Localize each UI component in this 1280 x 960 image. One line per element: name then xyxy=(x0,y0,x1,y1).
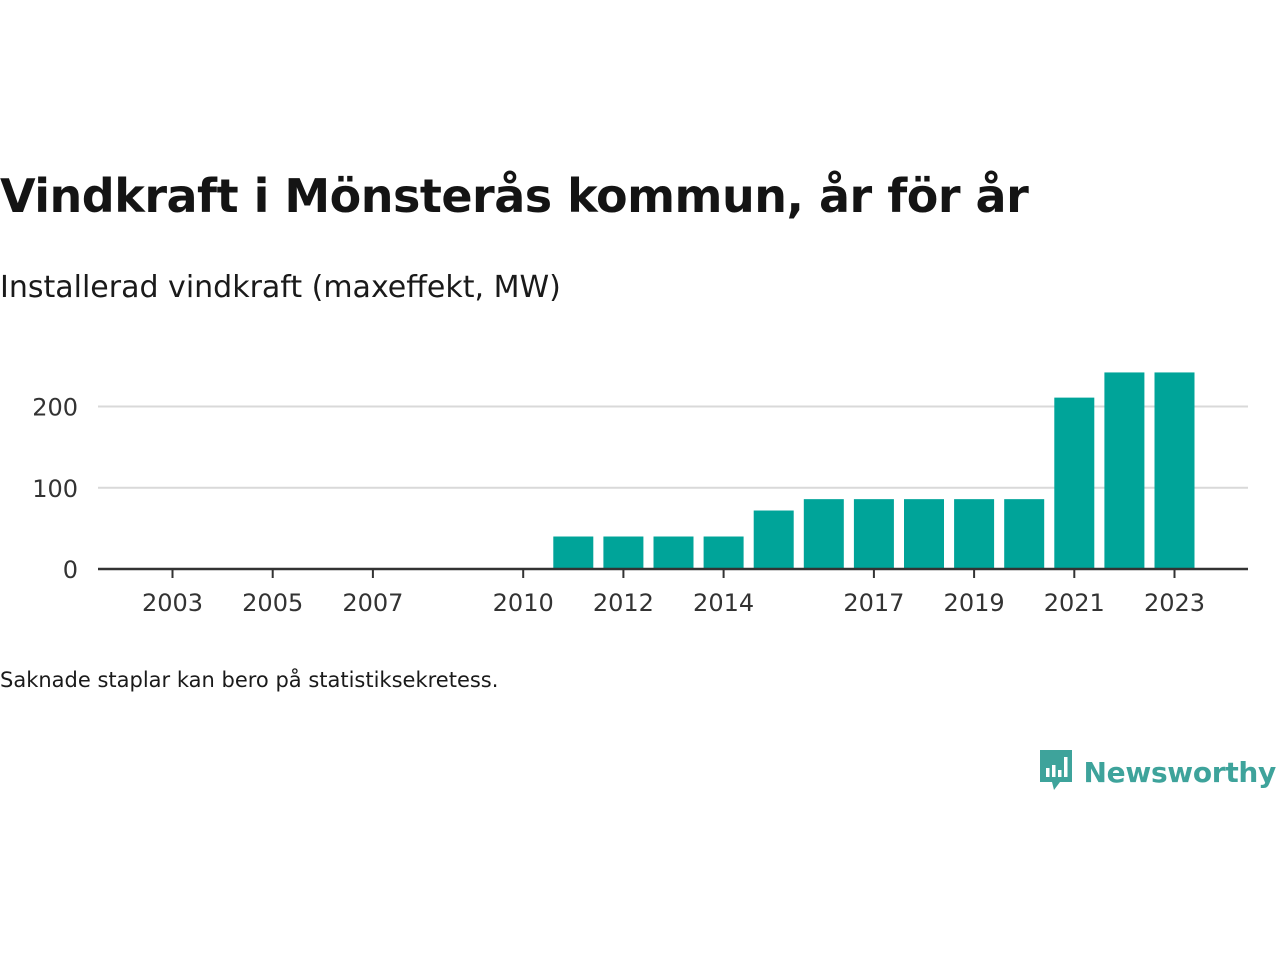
bar-2015 xyxy=(753,510,794,569)
bar-2021 xyxy=(1054,397,1095,569)
bar-chart-speech-bubble-icon xyxy=(1038,748,1074,796)
bar-2017 xyxy=(853,499,894,569)
y-tick-label-200: 200 xyxy=(32,394,78,422)
bar-2018 xyxy=(904,499,944,569)
bars xyxy=(553,372,1195,569)
bar-2011 xyxy=(553,536,594,569)
chart-subtitle: Installerad vindkraft (maxeffekt, MW) xyxy=(0,270,561,305)
bar-2022 xyxy=(1104,372,1145,569)
bar-2012 xyxy=(603,536,644,569)
x-tick-label-2005: 2005 xyxy=(242,589,303,617)
y-tick-label-100: 100 xyxy=(32,475,78,503)
x-tick-label-2010: 2010 xyxy=(493,589,554,617)
tick-labels: 0 100 200 2003 2005 2007 2010 2012 2014 2017 2019 2… xyxy=(32,394,1205,617)
bar-2020 xyxy=(1004,499,1045,569)
bar-2014 xyxy=(703,536,744,569)
bar-2023 xyxy=(1154,372,1195,569)
axes xyxy=(98,567,1248,578)
x-tick-label-2017: 2017 xyxy=(843,589,904,617)
footnote: Saknade staplar kan bero på statistiksek… xyxy=(0,668,499,692)
x-tick-label-2012: 2012 xyxy=(593,589,654,617)
x-tick-label-2023: 2023 xyxy=(1144,589,1205,617)
bar-chart: 0 100 200 2003 2005 2007 2010 2012 2014 2017 2019 2… xyxy=(32,372,1248,617)
bar-2013 xyxy=(653,536,694,569)
bar-2019 xyxy=(954,499,995,569)
brand-name: Newsworthy xyxy=(1083,755,1277,789)
bar-2016 xyxy=(803,499,844,569)
y-tick-label-0: 0 xyxy=(63,556,78,584)
x-tick-label-2003: 2003 xyxy=(142,589,203,617)
x-tick-label-2021: 2021 xyxy=(1044,589,1105,617)
x-tick-label-2019: 2019 xyxy=(944,589,1005,617)
x-tick-label-2014: 2014 xyxy=(693,589,754,617)
chart-title: Vindkraft i Mönsterås kommun, år för år xyxy=(0,169,1029,223)
newsworthy-brand[interactable]: Newsworthy xyxy=(1038,748,1276,796)
x-tick-label-2007: 2007 xyxy=(342,589,403,617)
